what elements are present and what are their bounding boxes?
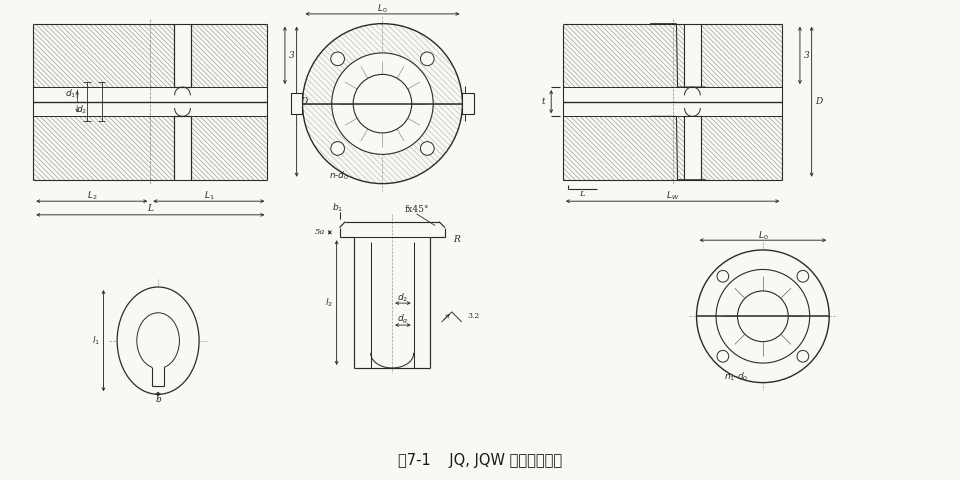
Bar [174,116,191,180]
Circle shape [331,52,345,66]
Circle shape [737,291,788,342]
Text: $L_0$: $L_0$ [757,229,768,241]
Circle shape [717,350,729,362]
Circle shape [331,142,345,156]
Text: $L_W$: $L_W$ [666,189,680,202]
Text: $b_1$: $b_1$ [332,202,343,214]
Bar [174,24,191,87]
Text: 3.2: 3.2 [468,312,480,320]
Circle shape [420,142,434,156]
Text: $n$-$d_0$: $n$-$d_0$ [329,169,348,182]
Text: $l_1$: $l_1$ [92,335,100,347]
Text: $d_g$: $d_g$ [397,312,409,326]
Circle shape [717,270,729,282]
Circle shape [797,350,808,362]
Circle shape [716,269,809,363]
Bar [34,87,268,116]
Text: 3: 3 [804,51,809,60]
Text: L: L [580,191,586,198]
Text: 5a: 5a [315,228,325,236]
Text: $L_2$: $L_2$ [86,189,97,202]
Text: $L_0$: $L_0$ [377,3,388,15]
Bar [153,367,164,386]
Text: R: R [453,235,460,244]
Bar [563,87,782,116]
Ellipse shape [137,313,180,369]
Circle shape [353,74,412,133]
Text: $n_1$-$d_0$: $n_1$-$d_0$ [724,371,748,383]
Text: L: L [147,204,154,214]
Text: b: b [156,395,161,404]
Ellipse shape [117,287,199,394]
Text: t: t [470,99,474,108]
Bar [684,24,701,87]
Circle shape [797,270,808,282]
Text: $l_2$: $l_2$ [324,296,333,309]
Text: fx45°: fx45° [404,205,429,215]
Bar [463,93,474,114]
Text: t: t [541,97,545,106]
Text: $d_2$: $d_2$ [77,103,87,116]
Bar [291,93,302,114]
Bar [684,116,701,180]
Text: $d_2$: $d_2$ [397,291,409,303]
Text: $d_1$: $d_1$ [64,88,76,100]
Circle shape [697,250,829,383]
Text: 3: 3 [289,51,295,60]
Text: D: D [815,97,822,106]
Text: $L_1$: $L_1$ [204,189,214,202]
Circle shape [332,53,433,155]
Text: 表7-1    JQ, JQW 型夹壳联轴器: 表7-1 JQ, JQW 型夹壳联轴器 [398,453,562,468]
Circle shape [420,52,434,66]
Text: D: D [300,97,307,106]
